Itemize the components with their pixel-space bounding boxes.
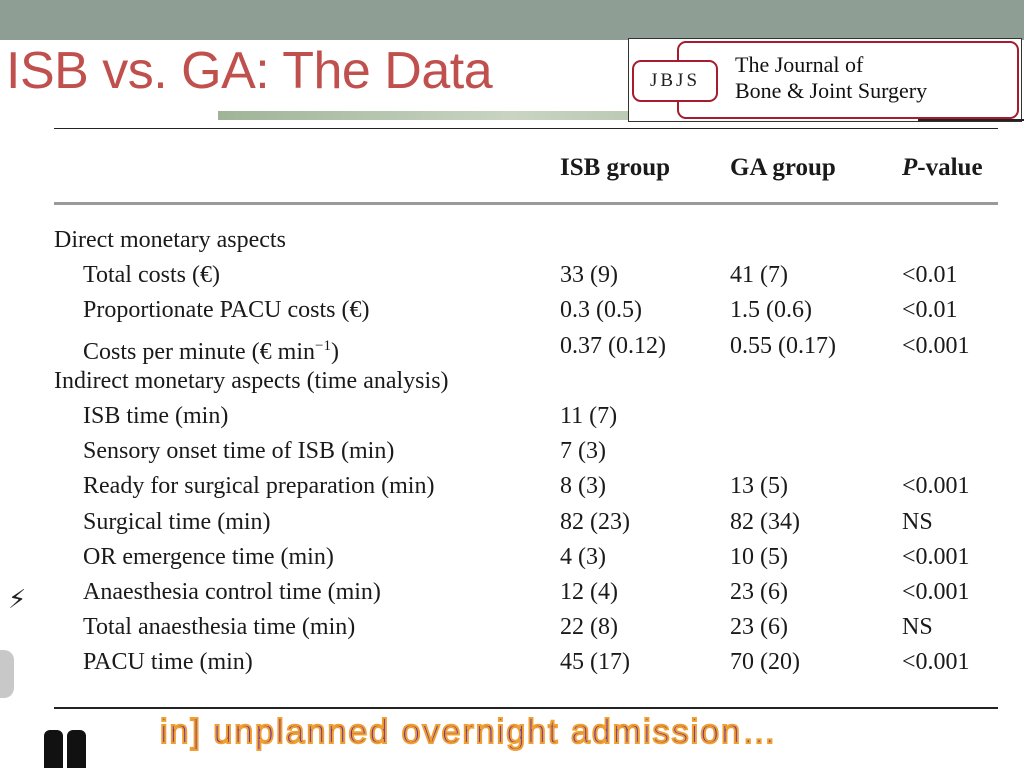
row-label: PACU time (min) <box>83 645 253 680</box>
row-label-text: Sensory onset time of ISB (min) <box>83 438 395 465</box>
ga-value: 41 (7) <box>730 262 788 289</box>
ga-value: 13 (5) <box>730 473 788 500</box>
row-label: Sensory onset time of ISB (min) <box>83 434 394 469</box>
isb-value: 11 (7) <box>560 403 618 429</box>
isb-value: 22 (8) <box>560 614 618 641</box>
p-value: <0.001 <box>902 332 970 359</box>
table-section-row: Indirect monetary aspects (time analysis… <box>50 364 998 399</box>
table-header-rule <box>54 202 998 205</box>
row-label: Total costs (€) <box>83 258 220 293</box>
row-label-text: Ready for surgical preparation (min) <box>83 473 435 500</box>
row-label-end: ) <box>330 338 339 365</box>
isb-value: 7 (3) <box>560 438 606 465</box>
row-label-text: Anaesthesia control time (min) <box>83 579 381 605</box>
results-table: ISB group GA group P-value Direct moneta… <box>50 128 998 710</box>
ga-value: 23 (6) <box>730 614 788 641</box>
isb-value: 33 (9) <box>560 262 618 289</box>
journal-name: The Journal of Bone & Joint Surgery <box>735 52 927 104</box>
p-value: <0.01 <box>902 262 958 289</box>
header-p-rest: -value <box>917 154 983 181</box>
table-row: Costs per minute (€ min−1) 0.37 (0.12) 0.5… <box>50 329 998 365</box>
table-row: Total anaesthesia time (min) 22 (8) 23 (6)… <box>50 610 998 645</box>
isb-value: 8 (3) <box>560 473 606 500</box>
partial-left-graphic: ⚡ <box>8 585 27 615</box>
header-ga-group: GA group <box>730 154 836 181</box>
row-label-text: Total costs (€) <box>83 262 220 289</box>
table-row: Anaesthesia control time (min) 12 (4) 23 (… <box>50 575 998 610</box>
ga-value: 1.5 (0.6) <box>730 297 812 324</box>
isb-value: 12 (4) <box>560 579 618 605</box>
row-label-text: PACU time (min) <box>83 649 253 676</box>
journal-badge: JBJS <box>632 60 718 102</box>
partial-left-shape <box>0 650 14 698</box>
row-label: Anaesthesia control time (min) <box>83 575 381 610</box>
header-p-value: P-value <box>902 154 983 182</box>
ga-value: 10 (5) <box>730 543 788 570</box>
row-label-superscript: −1 <box>314 337 331 354</box>
ga-value: 70 (20) <box>730 649 800 676</box>
p-value: <0.001 <box>902 473 970 500</box>
row-label: Proportionate PACU costs (€) <box>83 293 369 328</box>
row-label: Total anaesthesia time (min) <box>83 610 355 645</box>
logo-underline <box>918 119 1024 121</box>
table-top-rule <box>54 128 998 129</box>
row-label: Ready for surgical preparation (min) <box>83 469 434 504</box>
row-label: ISB time (min) <box>83 399 228 434</box>
row-label: OR emergence time (min) <box>83 540 334 575</box>
row-label-text: ISB time (min) <box>83 403 229 429</box>
table-row: Ready for surgical preparation (min) 8 (3… <box>50 469 998 504</box>
table-row: Total costs (€) 33 (9) 41 (7) <0.01 <box>50 258 998 293</box>
row-label-text: Costs per minute (€ min <box>83 338 315 365</box>
partial-bottom-logo <box>44 730 86 768</box>
table-row: Sensory onset time of ISB (min) 7 (3) <box>50 434 998 469</box>
table-row: PACU time (min) 45 (17) 70 (20) <0.001 <box>50 645 998 680</box>
isb-value: 82 (23) <box>560 508 630 535</box>
p-value: <0.001 <box>902 579 970 605</box>
ga-value: 0.55 (0.17) <box>730 332 836 359</box>
row-label-text: OR emergence time (min) <box>83 543 334 570</box>
isb-value: 0.3 (0.5) <box>560 297 642 324</box>
row-label: Surgical time (min) <box>83 505 271 540</box>
section-label: Direct monetary aspects <box>54 223 286 258</box>
journal-logo: JBJS The Journal of Bone & Joint Surgery <box>628 38 1022 122</box>
isb-value: 0.37 (0.12) <box>560 332 666 359</box>
slide-title: ISB vs. GA: The Data <box>6 42 493 100</box>
table-section-row: Direct monetary aspects <box>50 223 998 258</box>
row-label-text: Surgical time (min) <box>83 508 271 535</box>
p-value: NS <box>902 614 933 641</box>
slide-top-bar <box>0 0 1024 40</box>
row-label: Costs per minute (€ min−1) <box>83 329 339 370</box>
table-row: Proportionate PACU costs (€) 0.3 (0.5) 1.5… <box>50 293 998 328</box>
header-isb-group: ISB group <box>560 154 671 181</box>
bottom-caption: in] unplanned overnight admission… <box>160 712 779 752</box>
p-value: <0.001 <box>902 543 970 570</box>
ga-value: 23 (6) <box>730 579 788 605</box>
p-value: <0.01 <box>902 297 958 324</box>
journal-name-line1: The Journal of <box>735 52 864 77</box>
row-label-text: Proportionate PACU costs (€) <box>83 297 370 324</box>
decorative-strip <box>218 111 808 120</box>
row-label-text: Direct monetary aspects <box>54 227 286 253</box>
isb-value: 45 (17) <box>560 649 630 676</box>
ga-value: 82 (34) <box>730 508 800 535</box>
section-label: Indirect monetary aspects (time analysis… <box>54 364 449 399</box>
header-p-italic: P <box>902 154 918 181</box>
p-value: <0.001 <box>902 649 970 676</box>
journal-name-line2: Bone & Joint Surgery <box>735 78 928 103</box>
row-label-text: Total anaesthesia time (min) <box>83 614 356 641</box>
p-value: NS <box>902 508 933 535</box>
row-label-text: Indirect monetary aspects (time analysis… <box>54 367 449 394</box>
table-row: ISB time (min) 11 (7) <box>50 399 998 434</box>
table-row: Surgical time (min) 82 (23) 82 (34) NS <box>50 505 998 540</box>
isb-value: 4 (3) <box>560 543 606 570</box>
table-row: OR emergence time (min) 4 (3) 10 (5) <0.001 <box>50 540 998 575</box>
table-bottom-rule <box>54 707 998 709</box>
